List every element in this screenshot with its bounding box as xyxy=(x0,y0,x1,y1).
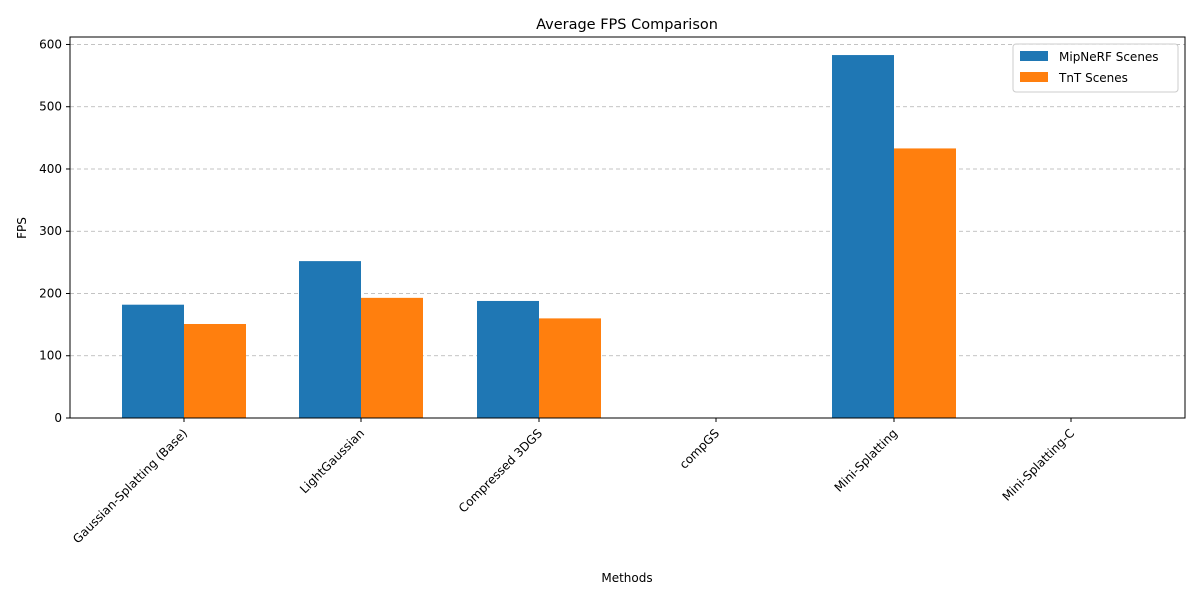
y-tick-label: 0 xyxy=(54,411,62,425)
y-ticks: 0 100 200 300 400 500 600 xyxy=(39,37,70,425)
x-axis-title: Methods xyxy=(601,571,652,585)
y-tick-label: 400 xyxy=(39,162,62,176)
y-tick-label: 500 xyxy=(39,100,62,114)
y-axis-title: FPS xyxy=(15,217,29,239)
bar-tnt xyxy=(361,297,423,418)
plot-frame xyxy=(69,36,1186,419)
bar-mipnerf xyxy=(299,261,361,418)
bar-mipnerf xyxy=(477,300,539,418)
bar-tnt xyxy=(894,148,956,418)
legend-swatch xyxy=(1020,72,1048,82)
legend-swatch xyxy=(1020,51,1048,61)
bar-tnt xyxy=(184,323,246,418)
grid xyxy=(70,44,1185,357)
legend-box xyxy=(1012,43,1179,93)
legend-label: MipNeRF Scenes xyxy=(1059,50,1159,64)
bar-mipnerf xyxy=(832,55,894,418)
legend: MipNeRF Scenes TnT Scenes xyxy=(1012,43,1179,93)
bar-mipnerf xyxy=(122,304,184,418)
chart-title: Average FPS Comparison xyxy=(536,17,718,33)
y-tick-label: 100 xyxy=(39,349,62,363)
legend-label: TnT Scenes xyxy=(1058,71,1128,85)
y-tick-label: 600 xyxy=(39,37,62,51)
y-tick-label: 200 xyxy=(39,286,62,300)
bar-tnt xyxy=(539,318,601,418)
y-tick-label: 300 xyxy=(39,224,62,238)
bars xyxy=(122,55,956,418)
